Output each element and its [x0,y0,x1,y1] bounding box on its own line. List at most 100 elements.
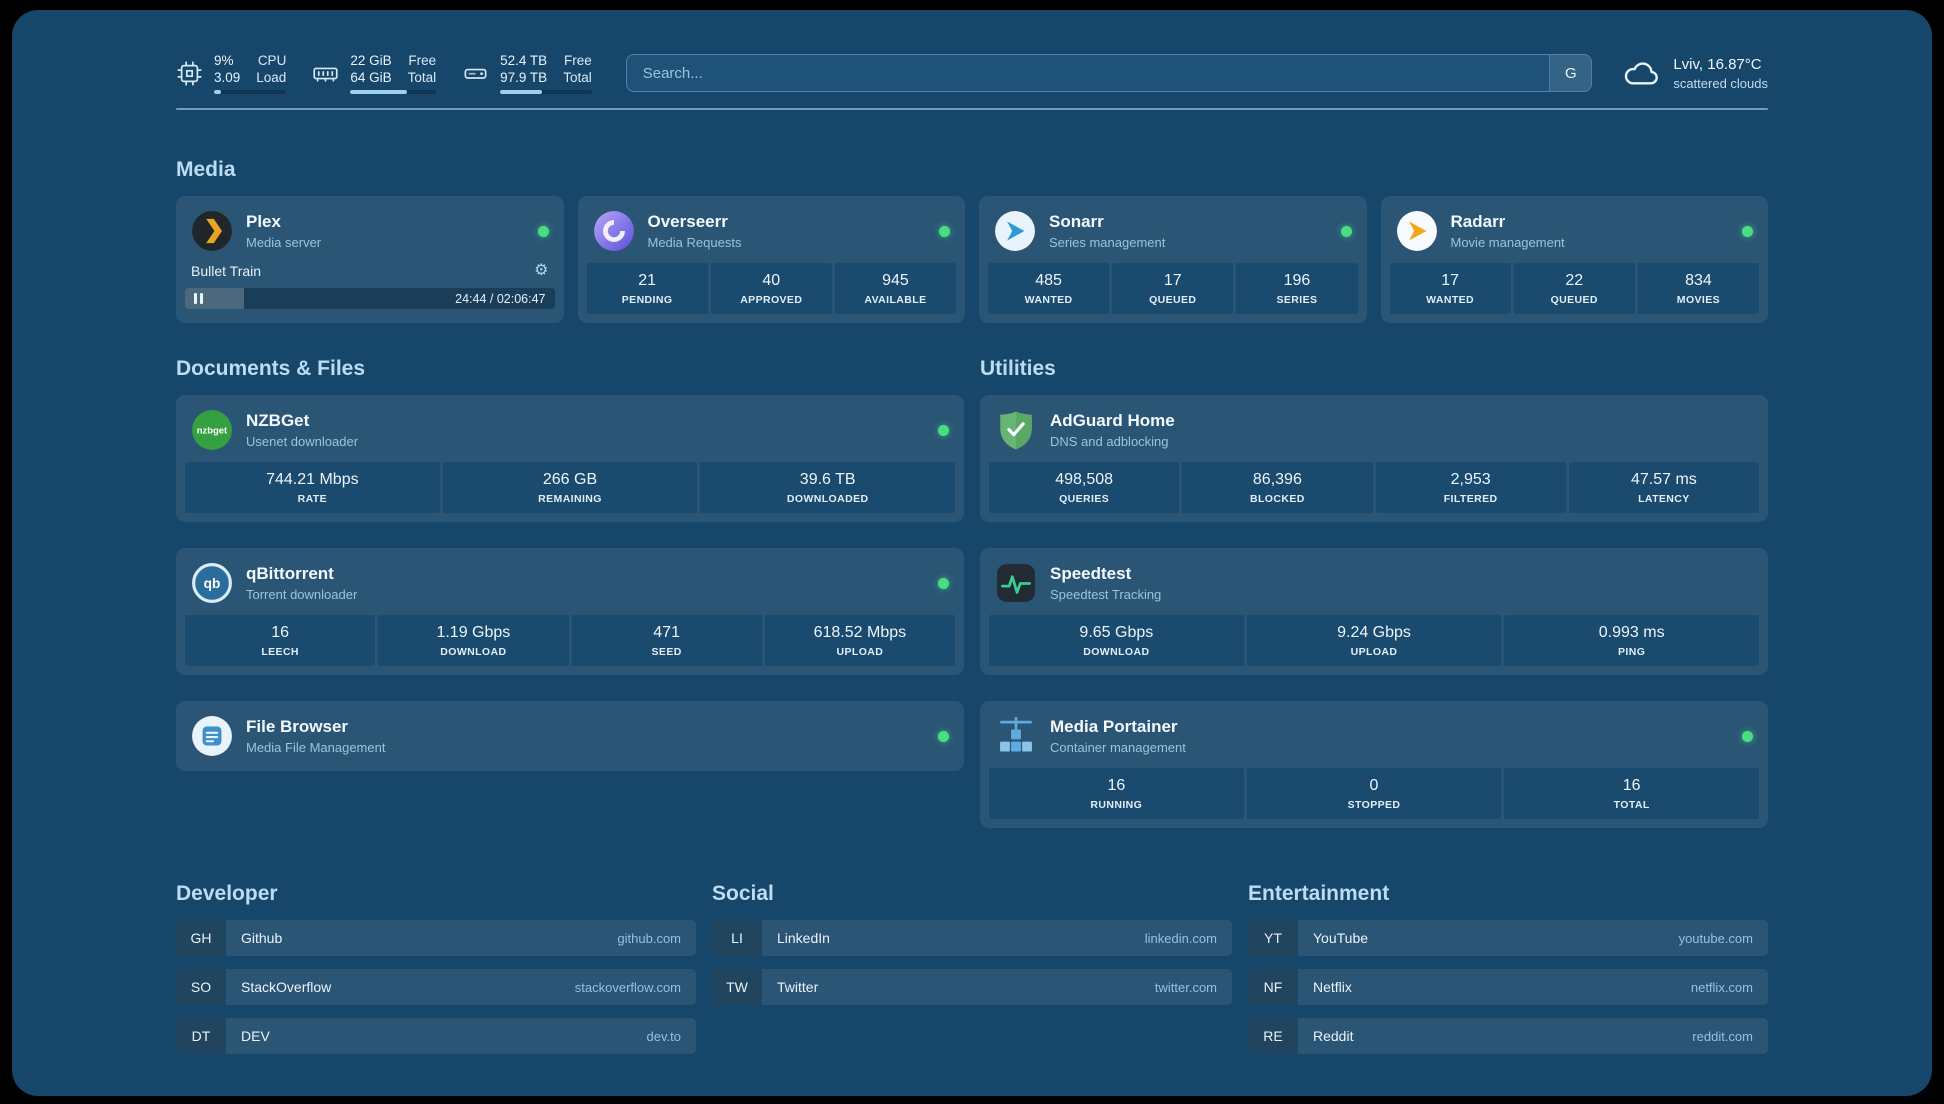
adguard-icon [995,409,1037,451]
service-card-speedtest[interactable]: Speedtest Speedtest Tracking 9.65 Gbps DO… [980,548,1768,675]
memory-usage-bar [350,90,437,94]
stat-label: PING [1618,646,1646,658]
service-subtitle: Torrent downloader [246,586,358,602]
bookmark-reddit[interactable]: RE Reddit reddit.com [1248,1018,1768,1054]
adguard-text: AdGuard Home DNS and adblocking [1050,411,1175,449]
memory-total-label: Total [407,70,437,85]
nzbget-stats: 744.21 Mbps RATE 266 GB REMAINING 39.6 TB D… [185,462,956,513]
service-card-nzbget[interactable]: nzbget NZBGet Usenet downloader 744.21 M… [176,395,964,522]
section-title-documents: Documents & Files [176,357,366,380]
service-subtitle: Media File Management [246,739,386,755]
media-section: Media Plex Media server Bullet Train ⚙ [176,158,1768,323]
memory-free-label: Free [408,53,437,68]
search-provider-button[interactable]: G [1549,55,1592,91]
stat-tile: 485 WANTED [988,263,1110,314]
service-card-qbittorrent[interactable]: qb qBittorrent Torrent downloader 16 LEEC… [176,548,964,675]
weather-condition: scattered clouds [1673,75,1768,91]
memory-total-value: 64 GiB [350,70,392,85]
bookmark-linkedin[interactable]: LI LinkedIn linkedin.com [712,920,1232,956]
bookmark-name: Github [241,930,283,946]
bookmark-abbr: YT [1248,920,1298,956]
service-subtitle: Series management [1049,234,1166,250]
disk-icon [462,60,489,87]
disk-free-label: Free [563,53,592,68]
plex-icon [191,210,233,252]
stat-value: 16 [1107,777,1126,794]
stat-value: 1.19 Gbps [436,624,511,641]
stat-tile: 17 WANTED [1389,263,1511,314]
stat-tile: 9.65 Gbps DOWNLOAD [989,615,1244,666]
status-dot [1742,730,1753,742]
status-dot [1340,225,1352,237]
status-dot [938,730,949,742]
service-card-radarr[interactable]: Radarr Movie management 17 WANTED 22 QUEUE… [1380,196,1768,323]
disk-widget: 52.4 TB 97.9 TB Free Total [462,52,592,94]
bookmark-dev[interactable]: DT DEV dev.to [176,1018,696,1054]
bookmark-group-social: Social LI LinkedIn linkedin.com TW Twitt… [712,882,1232,1067]
bookmark-youtube[interactable]: YT YouTube youtube.com [1248,920,1768,956]
stat-tile: 2,953 FILTERED [1375,462,1566,513]
service-name: AdGuard Home [1050,411,1175,431]
portainer-icon [995,715,1037,757]
stat-tile: 9.24 Gbps UPLOAD [1246,615,1502,666]
section-title-developer: Developer [176,882,278,905]
playback-progress-bar[interactable]: 24:44 / 02:06:47 [185,288,555,309]
radarr-card-head: Radarr Movie management [1390,205,1760,263]
radarr-icon [1396,210,1438,252]
stat-value: 618.52 Mbps [813,624,907,641]
service-card-sonarr[interactable]: Sonarr Series management 485 WANTED 17 QUE… [979,196,1367,323]
bookmark-name: YouTube [1313,930,1369,946]
bookmark-stackoverflow[interactable]: SO StackOverflow stackoverflow.com [176,969,696,1005]
portainer-card-head: Media Portainer Container management [989,710,1759,768]
documents-column: Documents & Files nzbget NZBGet Usenet d… [176,357,964,771]
stat-tile: 47.57 ms LATENCY [1568,462,1759,513]
sonarr-text: Sonarr Series management [1049,212,1165,250]
gear-icon[interactable]: ⚙ [534,262,549,279]
stat-tile: 22 QUEUED [1513,263,1635,314]
service-name: File Browser [246,717,349,737]
service-name: Speedtest [1050,564,1132,584]
stat-value: 22 [1565,272,1584,289]
status-dot [939,225,950,237]
service-card-filebrowser[interactable]: File Browser Media File Management [176,701,964,771]
topbar-divider [176,108,1768,110]
bookmark-github[interactable]: GH Github github.com [176,920,696,956]
filebrowser-icon [191,715,233,757]
cpu-percent-value: 9% [214,53,234,68]
pause-icon[interactable] [194,293,203,304]
service-subtitle: Movie management [1450,234,1565,250]
service-card-adguard[interactable]: AdGuard Home DNS and adblocking 498,508 Q… [980,395,1768,522]
cpu-load-label: Load [256,70,287,85]
bookmark-url: reddit.com [1692,1028,1753,1044]
bookmark-abbr: LI [712,920,762,956]
search-input[interactable] [625,54,1593,92]
stat-label: TOTAL [1613,799,1650,811]
stat-tile: 471 SEED [571,615,762,666]
bookmark-twitter[interactable]: TW Twitter twitter.com [712,969,1232,1005]
plex-text: Plex Media server [246,212,321,250]
search-bar: G [625,54,1593,92]
service-name: Sonarr [1049,212,1104,232]
bookmark-netflix[interactable]: NF Netflix netflix.com [1248,969,1768,1005]
service-card-overseerr[interactable]: Overseerr Media Requests 21 PENDING 40 APP… [577,196,965,323]
cpu-load-value: 3.09 [214,70,241,85]
service-name: Radarr [1450,212,1506,232]
speedtest-stats: 9.65 Gbps DOWNLOAD 9.24 Gbps UPLOAD 0.993 … [989,615,1760,666]
stat-label: STOPPED [1347,799,1401,811]
service-card-plex[interactable]: Plex Media server Bullet Train ⚙ 24:44 /… [176,196,564,323]
stat-tile: 16 TOTAL [1504,768,1760,819]
stat-label: DOWNLOAD [1083,646,1150,658]
stat-label: DOWNLOADED [786,493,869,505]
service-subtitle: Usenet downloader [246,433,359,449]
stat-value: 471 [653,624,680,641]
service-card-portainer[interactable]: Media Portainer Container management 16 R… [980,701,1768,828]
weather-widget: Lviv, 16.87°C scattered clouds [1622,54,1768,92]
qbittorrent-icon: qb [191,562,233,604]
stat-tile: 40 APPROVED [710,263,832,314]
cpu-usage-bar [214,90,287,94]
nzbget-card-head: nzbget NZBGet Usenet downloader [185,404,955,462]
service-name: Overseerr [647,212,728,232]
cpu-icon [176,60,203,87]
bookmark-group-developer: Developer GH Github github.com SO StackO… [176,882,696,1067]
stat-tile: 17 QUEUED [1112,263,1234,314]
